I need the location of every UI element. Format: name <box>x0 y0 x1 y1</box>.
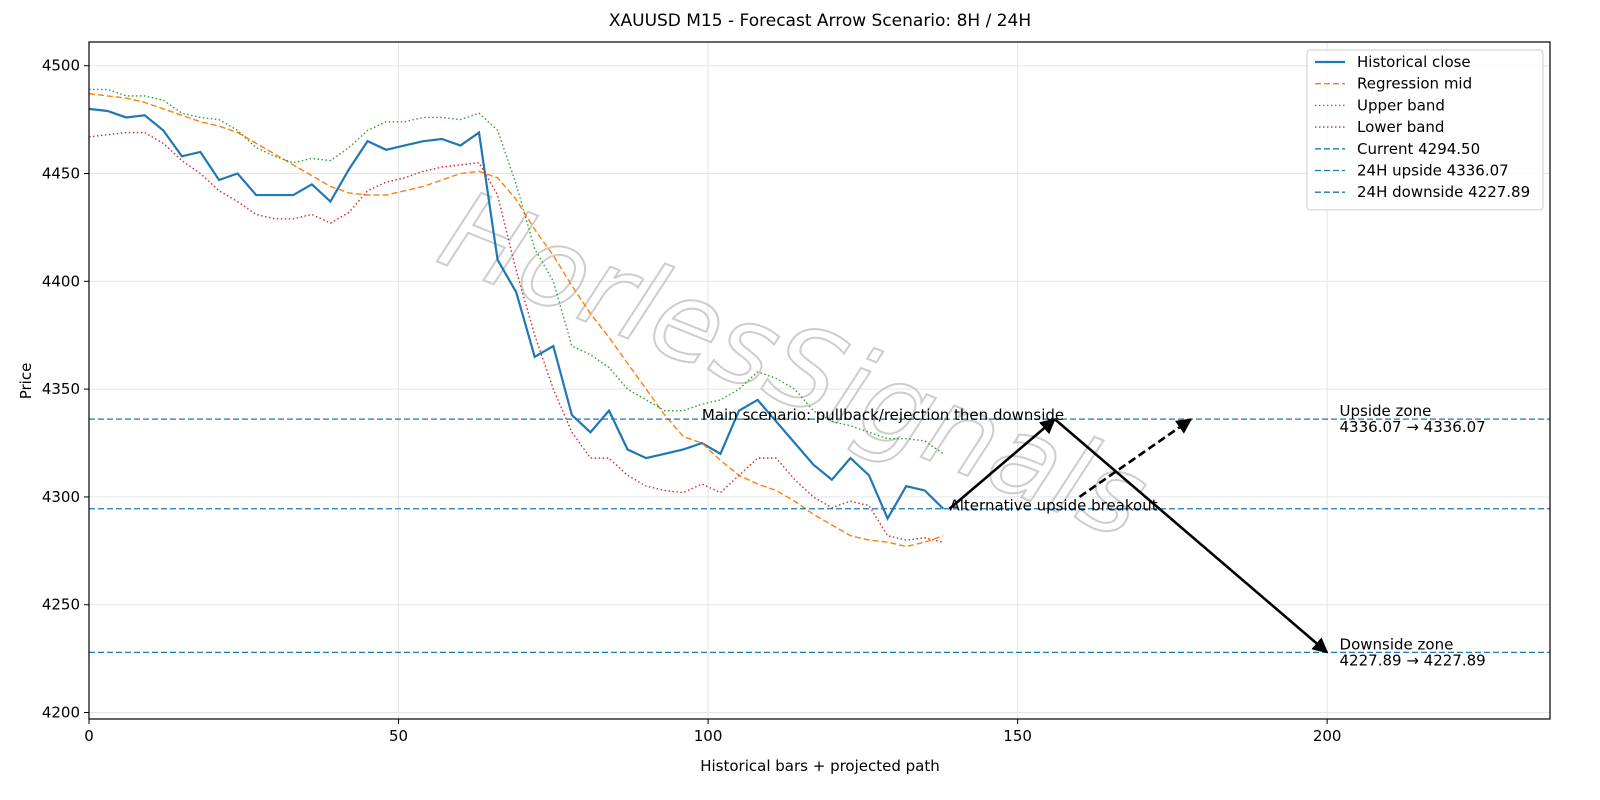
annotation-line: 4227.89 → 4227.89 <box>1340 651 1486 669</box>
annotation: Main scenario: pullback/rejection then d… <box>702 406 1064 424</box>
y-tick-label: 4300 <box>42 488 80 506</box>
legend-label: Lower band <box>1357 118 1444 136</box>
series-line <box>89 107 945 521</box>
y-tick-label: 4450 <box>42 165 80 183</box>
y-tick-label: 4200 <box>42 704 80 722</box>
x-tick-label: 200 <box>1313 727 1342 745</box>
legend-label: Historical close <box>1357 53 1471 71</box>
x-axis-label: Historical bars + projected path <box>700 757 940 775</box>
y-axis-label: Price <box>17 363 35 400</box>
scenario-arrow <box>948 418 1056 510</box>
annotation: Downside zone 4227.89 → 4227.89 <box>1340 635 1486 669</box>
legend-label: 24H upside 4336.07 <box>1357 162 1509 180</box>
scenario-arrow <box>1053 418 1329 654</box>
y-tick-label: 4400 <box>42 272 80 290</box>
annotation-line: Upside zone <box>1340 402 1432 420</box>
series-line <box>89 131 944 543</box>
x-tick-label: 50 <box>389 727 408 745</box>
y-tick-label: 4350 <box>42 380 80 398</box>
plot-frame <box>88 41 1551 720</box>
legend-label: Regression mid <box>1357 75 1472 93</box>
x-tick-label: 0 <box>84 727 94 745</box>
chart-title: XAUUSD M15 - Forecast Arrow Scenario: 8H… <box>609 11 1031 31</box>
annotation: Alternative upside breakout <box>950 497 1158 515</box>
x-tick-label: 100 <box>694 727 723 745</box>
legend-box <box>1306 49 1544 211</box>
annotation-line: Downside zone <box>1340 635 1454 653</box>
legend-label: Upper band <box>1357 96 1445 114</box>
scenario-arrow <box>1078 418 1193 498</box>
y-tick-label: 4250 <box>42 596 80 614</box>
legend-label: 24H downside 4227.89 <box>1357 183 1530 201</box>
annotation-line: 4336.07 → 4336.07 <box>1340 418 1486 436</box>
legend-label: Current 4294.50 <box>1357 140 1480 158</box>
annotation-line: Alternative upside breakout <box>950 497 1158 515</box>
series-line <box>89 93 944 548</box>
annotation-line: Main scenario: pullback/rejection then d… <box>702 406 1064 424</box>
axes: 0 50 100 150 200 4200 4250 4300 4350 4400 4450 4500 <box>42 57 1342 745</box>
y-tick-label: 4500 <box>42 57 80 75</box>
legend: Historical close Regression mid Upper band… <box>1306 49 1544 211</box>
x-tick-label: 150 <box>1003 727 1032 745</box>
annotation: Upside zone 4336.07 → 4336.07 <box>1340 402 1486 436</box>
